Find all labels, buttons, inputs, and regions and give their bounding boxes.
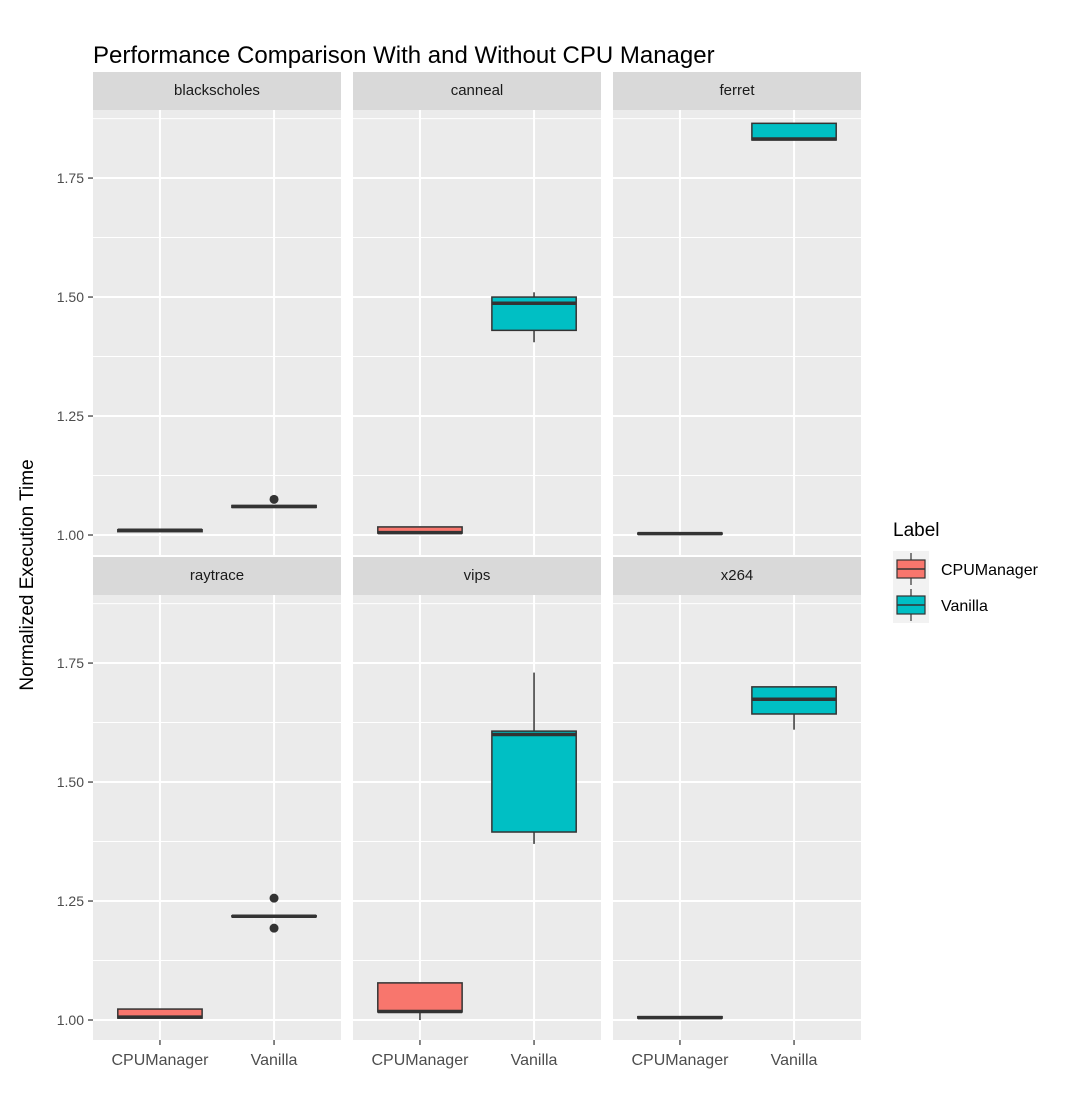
facet-x264: x264 CPUManager Vanilla	[613, 557, 861, 1069]
facet-blackscholes: blackscholes 1.00 1.25 1.50 1.75	[57, 72, 341, 555]
legend-title: Label	[893, 520, 940, 541]
facet-strip	[93, 72, 341, 110]
y-tick-label: 1.50	[57, 774, 84, 790]
facet-vips: vips CPUManager Vanilla	[353, 557, 601, 1069]
facet-label: vips	[464, 567, 491, 584]
box-cpumanager	[117, 1008, 203, 1019]
box-vanilla	[751, 686, 837, 730]
box-vanilla	[491, 292, 577, 343]
x-tick-label: CPUManager	[631, 1052, 729, 1069]
box-cpumanager	[377, 526, 463, 535]
y-axis-label: Normalized Execution Time	[17, 459, 38, 690]
x-tick-label: CPUManager	[371, 1052, 469, 1069]
facet-strip	[353, 557, 601, 595]
x-tick-label: Vanilla	[251, 1052, 298, 1069]
box-iqr	[491, 730, 577, 833]
legend-label: Vanilla	[941, 598, 988, 615]
box-iqr	[377, 982, 463, 1013]
box-vanilla	[231, 494, 317, 509]
panel-background	[613, 595, 861, 1040]
chart-title: Performance Comparison With and Without …	[93, 42, 715, 69]
facet-strip	[613, 72, 861, 110]
facet-raytrace: raytrace 1.00 1.25 1.50 1.75 CPUManager Vanill…	[57, 557, 341, 1069]
y-tick-label: 1.50	[57, 289, 84, 305]
box-vanilla	[751, 122, 837, 141]
x-tick-label: Vanilla	[511, 1052, 558, 1069]
legend-label: CPUManager	[941, 562, 1039, 579]
y-tick-label: 1.75	[57, 170, 84, 186]
outlier-point	[269, 494, 279, 504]
facet-strip	[613, 557, 861, 595]
facet-label: ferret	[719, 82, 755, 99]
outlier-point	[269, 923, 279, 933]
facet-label: blackscholes	[174, 82, 260, 99]
box-cpumanager	[637, 531, 723, 536]
y-tick-label: 1.75	[57, 655, 84, 671]
x-tick-label: CPUManager	[111, 1052, 209, 1069]
facet-ferret: ferret	[613, 72, 861, 555]
box-vanilla	[491, 672, 577, 844]
legend-item-cpumanager: CPUManager	[893, 551, 1039, 587]
box-cpumanager	[117, 528, 203, 533]
legend: Label CPUManager Vanilla	[893, 520, 1039, 623]
panel-background	[353, 110, 601, 555]
panel-background	[93, 595, 341, 1040]
x-tick-label: Vanilla	[771, 1052, 818, 1069]
panel-background	[613, 110, 861, 555]
facet-label: canneal	[451, 82, 504, 99]
y-tick-label: 1.25	[57, 893, 84, 909]
facet-strip	[93, 557, 341, 595]
y-tick-label: 1.00	[57, 527, 84, 543]
facet-canneal: canneal	[353, 72, 601, 555]
y-tick-label: 1.00	[57, 1012, 84, 1028]
facet-label: x264	[721, 567, 754, 584]
box-vanilla	[231, 893, 317, 933]
legend-item-vanilla: Vanilla	[893, 587, 988, 623]
panel-background	[93, 110, 341, 555]
facet-label: raytrace	[190, 567, 244, 584]
box-cpumanager	[637, 1015, 723, 1020]
outlier-point	[269, 893, 279, 903]
box-cpumanager	[377, 982, 463, 1021]
facet-strip	[353, 72, 601, 110]
y-tick-label: 1.25	[57, 408, 84, 424]
